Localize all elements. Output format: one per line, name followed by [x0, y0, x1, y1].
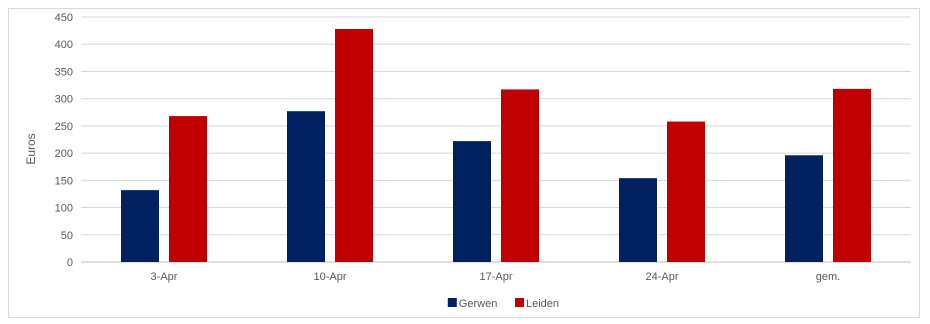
bar-leiden-gem: [833, 88, 871, 262]
bar-chart: 0 50 100 150 200 250 300 350 400 450 Euros 3-Apr 1…: [24, 12, 911, 310]
x-tick-label: 17-Apr: [479, 271, 512, 283]
bar-leiden-17apr: [501, 89, 539, 263]
y-tick-label: 150: [55, 175, 73, 187]
legend-swatch-leiden: [515, 298, 524, 307]
bar-gerwen-3apr: [121, 190, 159, 262]
x-axis-ticks: 3-Apr 10-Apr 17-Apr 24-Apr gem.: [151, 271, 841, 283]
bars: [121, 28, 871, 263]
y-axis-ticks: 0 50 100 150 200 250 300 350 400 450: [55, 12, 73, 269]
y-tick-label: 200: [55, 148, 73, 160]
x-tick-label: 3-Apr: [151, 271, 178, 283]
y-tick-label: 250: [55, 121, 73, 133]
legend-label-leiden: Leiden: [526, 298, 559, 310]
gridlines: [81, 16, 911, 263]
bar-gerwen-24apr: [619, 178, 657, 262]
x-tick-label: 24-Apr: [645, 271, 678, 283]
y-tick-label: 400: [55, 39, 73, 51]
legend-swatch-gerwen: [447, 298, 457, 307]
y-tick-label: 450: [55, 12, 73, 24]
bar-gerwen-gem: [785, 155, 823, 262]
chart-area: 0 50 100 150 200 250 300 350 400 450 Euros 3-Apr 1…: [8, 8, 920, 318]
bar-gerwen-10apr: [287, 111, 325, 262]
bar-gerwen-17apr: [453, 141, 491, 262]
y-tick-label: 300: [55, 94, 73, 106]
y-tick-label: 50: [61, 230, 73, 242]
bar-leiden-3apr: [169, 116, 207, 262]
x-tick-label: 10-Apr: [313, 271, 346, 283]
y-tick-label: 350: [55, 66, 73, 78]
legend-label-gerwen: Gerwen: [459, 298, 498, 310]
y-tick-label: 100: [55, 203, 73, 215]
legend: Gerwen Leiden: [447, 298, 559, 310]
y-axis-title: Euros: [24, 133, 38, 164]
bar-leiden-10apr: [335, 28, 373, 262]
bar-leiden-24apr: [667, 121, 705, 263]
y-tick-label: 0: [67, 257, 73, 269]
x-tick-label: gem.: [816, 271, 840, 283]
